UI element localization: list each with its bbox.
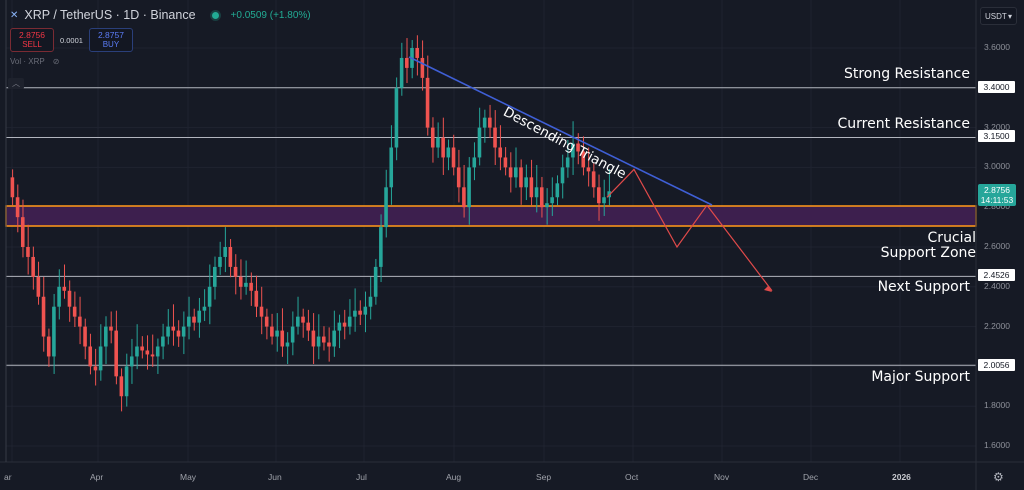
bar-countdown: 14:11:53 [980, 195, 1014, 205]
price-label-major-support: 2.0056 [978, 359, 1015, 371]
time-tick: Jun [268, 472, 282, 482]
price-tick: 1.8000 [984, 400, 1010, 411]
price-tick: 2.4000 [984, 280, 1010, 291]
time-tick: ar [4, 472, 12, 482]
eye-hidden-icon[interactable]: ⊘ [52, 57, 60, 66]
time-tick: May [180, 472, 197, 482]
price-label-current-resistance: 3.1500 [978, 130, 1015, 142]
market-open-status-icon [211, 11, 219, 19]
projection-path [606, 168, 773, 292]
descending-triangle-trendline [408, 56, 713, 206]
price-tick: 1.6000 [984, 440, 1010, 450]
volume-indicator-legend[interactable]: Vol · XRP ⊘ [10, 57, 60, 66]
price-tick: 3.0000 [984, 161, 1010, 172]
annotation-support-zone: Crucial Support Zone [880, 230, 976, 261]
annotation-current-resistance: Current Resistance [837, 116, 970, 132]
last-price-label: 2.8756 14:11:53 [978, 184, 1016, 206]
collapse-legend-button[interactable]: ︿ [8, 78, 24, 89]
candlesticks [10, 35, 611, 412]
time-tick: Nov [714, 472, 730, 482]
time-tick: Dec [803, 472, 819, 482]
buy-button[interactable]: 2.8757 BUY [88, 28, 133, 52]
annotation-major-support: Major Support [871, 369, 970, 385]
symbol-title[interactable]: XRP / TetherUS · 1D · Binance [24, 8, 196, 22]
chart-header: ✕ XRP / TetherUS · 1D · Binance +0.0509 … [10, 8, 311, 22]
annotation-next-support: Next Support [877, 279, 970, 295]
trade-panel: 2.8756 SELL 0.0001 2.8757 BUY [10, 28, 133, 52]
price-tick: 3.2000 [984, 121, 1010, 132]
horizontal-levels [6, 87, 976, 366]
support-zone [5, 205, 977, 227]
price-tick: 2.2000 [984, 320, 1010, 331]
price-tick: 3.6000 [984, 42, 1010, 52]
time-tick: Apr [90, 472, 104, 482]
time-tick: Jul [356, 472, 367, 482]
annotation-strong-resistance: Strong Resistance [843, 66, 970, 82]
price-change: +0.0509 (+1.80%) [230, 9, 311, 21]
price-label-strong-resistance: 3.4000 [978, 81, 1015, 93]
time-tick: 2026 [892, 472, 911, 482]
currency-select[interactable]: USDT ▾ [980, 7, 1017, 25]
time-tick: Aug [446, 472, 462, 482]
spread-value: 0.0001 [60, 35, 83, 45]
xrp-logo-icon: ✕ [10, 9, 19, 21]
price-tick: 2.6000 [984, 241, 1010, 251]
time-tick: Sep [536, 472, 552, 482]
projection-arrowhead [764, 286, 772, 292]
chevron-down-icon: ▾ [1007, 11, 1012, 21]
price-tick: 2.8000 [984, 201, 1010, 212]
price-label-next-support: 2.4526 [978, 269, 1015, 281]
sell-button[interactable]: 2.8756 SELL [10, 28, 54, 52]
time-tick: Oct [625, 472, 639, 482]
settings-gear-icon[interactable]: ⚙ [993, 470, 1004, 484]
